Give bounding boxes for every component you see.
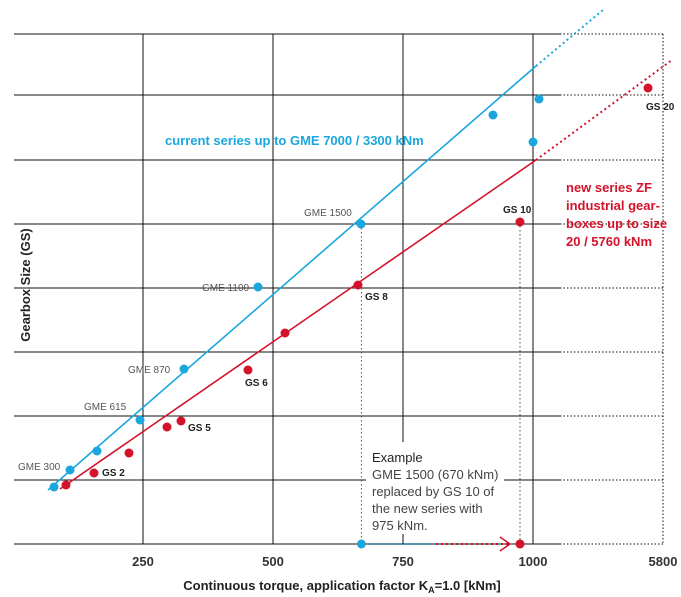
example-box	[366, 442, 504, 534]
point-label: GME 615	[84, 402, 127, 413]
example-annotation: Example GME 1500 (670 kNm) replaced by G…	[366, 442, 504, 534]
point-label: GME 870	[128, 365, 171, 376]
gme-point	[179, 364, 189, 374]
gs-point	[280, 328, 290, 338]
x-tick-label: 1000	[519, 554, 548, 569]
gme-point	[135, 415, 145, 425]
example-line-1: GME 1500 (670 kNm)	[372, 467, 498, 482]
point-label: GS 5	[188, 423, 211, 434]
red-series-label-line-1: new series ZF	[566, 180, 652, 195]
x-tick-label: 5800	[649, 554, 678, 569]
gs-point	[176, 416, 186, 426]
gme-point	[488, 110, 498, 120]
gs-point	[162, 422, 172, 432]
example-start-point	[356, 539, 366, 549]
gs-point	[61, 480, 71, 490]
blue-trend-extension	[535, 9, 604, 67]
data-points	[49, 83, 653, 549]
example-end-point	[515, 539, 525, 549]
gme-point	[253, 282, 263, 292]
x-tick-label: 750	[392, 554, 414, 569]
red-trend-extension	[535, 59, 673, 161]
red-trend-line	[59, 159, 537, 490]
point-label: GME 1100	[202, 283, 249, 294]
gs-point	[243, 365, 253, 375]
gme-point	[528, 137, 538, 147]
gs-point	[643, 83, 653, 93]
blue-trend-line	[47, 65, 537, 491]
point-label: GS 10	[503, 205, 532, 216]
gme-point	[65, 465, 75, 475]
point-label: GS 8	[365, 292, 388, 303]
red-series-label-line-2: industrial gear-	[566, 198, 660, 213]
example-title: Example	[372, 450, 423, 465]
x-axis-title: Continuous torque, application factor KA…	[183, 578, 500, 595]
point-label: GS 20	[646, 102, 675, 113]
x-tick-label: 500	[262, 554, 284, 569]
gme-point	[92, 446, 102, 456]
x-tick-label: 250	[132, 554, 154, 569]
gme-point	[49, 482, 59, 492]
gs-point	[124, 448, 134, 458]
example-guides	[360, 222, 521, 552]
red-series-label: new series ZF industrial gear- boxes up …	[566, 180, 667, 249]
gs-point	[515, 217, 525, 227]
red-series-label-line-4: 20 / 5760 kNm	[566, 234, 652, 249]
gs-point	[353, 280, 363, 290]
gme-point	[356, 219, 366, 229]
point-labels: GME 300 GME 615 GME 870 GME 1100 GME 1500 GS …	[18, 102, 675, 479]
blue-series-label: current series up to GME 7000 / 3300 kNm	[165, 133, 424, 148]
example-line-2: replaced by GS 10 of	[372, 484, 495, 499]
example-line-4: 975 kNm.	[372, 518, 428, 533]
gridlines	[14, 33, 665, 545]
gs-point	[89, 468, 99, 478]
x-tick-labels: 250 500 750 1000 5800	[132, 554, 677, 569]
y-axis-title: Gearbox Size (GS)	[18, 228, 33, 341]
trendlines	[47, 9, 673, 491]
example-arrowhead	[499, 536, 512, 552]
point-label: GS 2	[102, 468, 125, 479]
point-label: GME 300	[18, 462, 61, 473]
example-line-3: the new series with	[372, 501, 483, 516]
point-label: GME 1500	[304, 208, 352, 219]
gme-point	[534, 94, 544, 104]
red-series-label-line-3: boxes up to size	[566, 216, 667, 231]
point-label: GS 6	[245, 378, 268, 389]
